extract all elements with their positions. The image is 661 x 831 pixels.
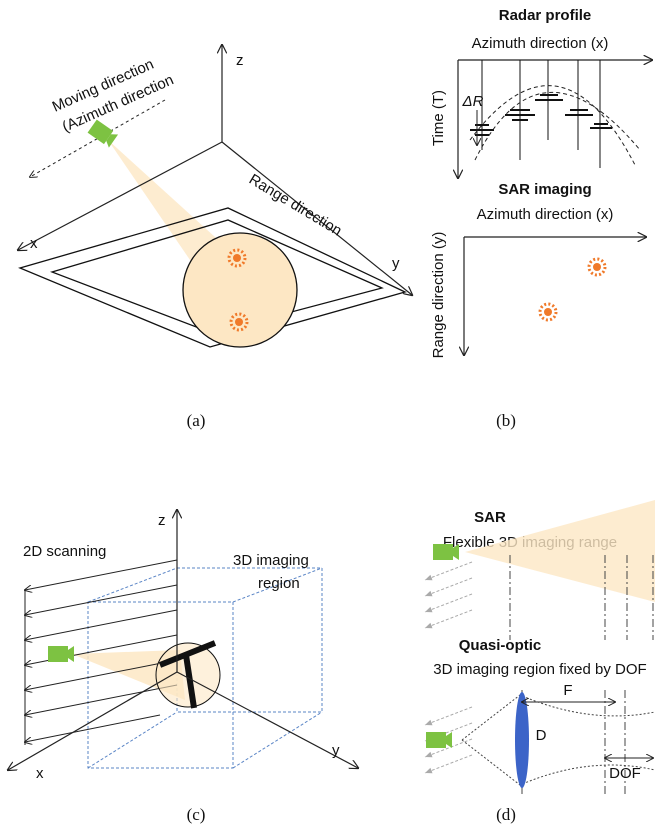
- panel-b: Radar profile Azimuth direction (x) Time…: [430, 7, 652, 430]
- title: Quasi-optic: [459, 637, 542, 654]
- label: region: [258, 575, 300, 592]
- panel-d: SAR Flexible 3D imaging range Quasi-opti…: [425, 500, 655, 824]
- axis-label: y: [332, 742, 340, 759]
- label: ΔR: [462, 93, 484, 110]
- label: Range direction: [246, 171, 345, 240]
- label: 2D scanning: [23, 543, 106, 560]
- axis-label: Time (T): [430, 90, 447, 146]
- axis-label: Azimuth direction (x): [477, 206, 614, 223]
- caption: (b): [496, 411, 516, 430]
- title: SAR imaging: [498, 181, 591, 198]
- axis-label: z: [236, 52, 244, 69]
- label: D: [536, 727, 547, 744]
- axis-label: Range direction (y): [430, 232, 447, 359]
- panel-c: z 2D scanning 3D imaging region x y (c): [8, 510, 358, 824]
- title: Radar profile: [499, 7, 592, 24]
- caption: (c): [187, 805, 206, 824]
- label: DOF: [609, 765, 641, 782]
- title: SAR: [474, 509, 506, 526]
- caption: (a): [187, 411, 206, 430]
- label: F: [563, 682, 572, 699]
- axis-label: Azimuth direction (x): [472, 35, 609, 52]
- axis-label: x: [36, 765, 44, 782]
- axis-label: y: [392, 255, 400, 272]
- caption: (d): [496, 805, 516, 824]
- axis-label: x: [30, 235, 38, 252]
- label: 3D imaging region fixed by DOF: [433, 661, 646, 678]
- label: 3D imaging: [233, 552, 309, 569]
- panel-a: Moving direction (Azimuth direction z x …: [18, 45, 412, 430]
- axis-label: z: [158, 512, 166, 529]
- figure: Moving direction (Azimuth direction z x …: [0, 0, 661, 831]
